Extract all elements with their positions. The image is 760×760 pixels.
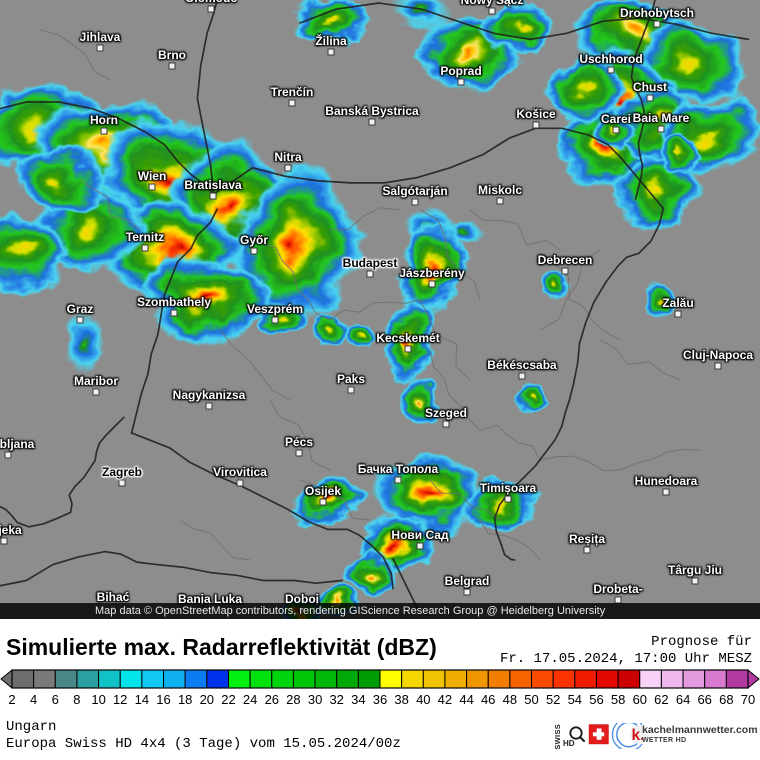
svg-text:68: 68 — [719, 692, 733, 707]
svg-text:26: 26 — [265, 692, 279, 707]
svg-text:48: 48 — [503, 692, 517, 707]
svg-text:50: 50 — [524, 692, 538, 707]
svg-text:36: 36 — [373, 692, 387, 707]
svg-text:2: 2 — [8, 692, 15, 707]
svg-text:8: 8 — [73, 692, 80, 707]
svg-text:6: 6 — [52, 692, 59, 707]
svg-text:24: 24 — [243, 692, 257, 707]
svg-text:58: 58 — [611, 692, 625, 707]
svg-text:60: 60 — [633, 692, 647, 707]
svg-text:54: 54 — [568, 692, 582, 707]
svg-text:38: 38 — [394, 692, 408, 707]
svg-text:10: 10 — [91, 692, 105, 707]
svg-text:12: 12 — [113, 692, 127, 707]
svg-text:42: 42 — [438, 692, 452, 707]
svg-text:44: 44 — [459, 692, 473, 707]
svg-text:46: 46 — [481, 692, 495, 707]
svg-text:20: 20 — [200, 692, 214, 707]
svg-text:32: 32 — [329, 692, 343, 707]
svg-text:16: 16 — [156, 692, 170, 707]
svg-text:4: 4 — [30, 692, 37, 707]
svg-text:28: 28 — [286, 692, 300, 707]
svg-text:66: 66 — [697, 692, 711, 707]
svg-text:70: 70 — [741, 692, 755, 707]
svg-text:14: 14 — [135, 692, 149, 707]
svg-text:56: 56 — [589, 692, 603, 707]
svg-text:64: 64 — [676, 692, 690, 707]
svg-text:18: 18 — [178, 692, 192, 707]
svg-text:34: 34 — [351, 692, 365, 707]
svg-text:40: 40 — [416, 692, 430, 707]
svg-text:62: 62 — [654, 692, 668, 707]
svg-text:30: 30 — [308, 692, 322, 707]
svg-text:22: 22 — [221, 692, 235, 707]
svg-text:52: 52 — [546, 692, 560, 707]
